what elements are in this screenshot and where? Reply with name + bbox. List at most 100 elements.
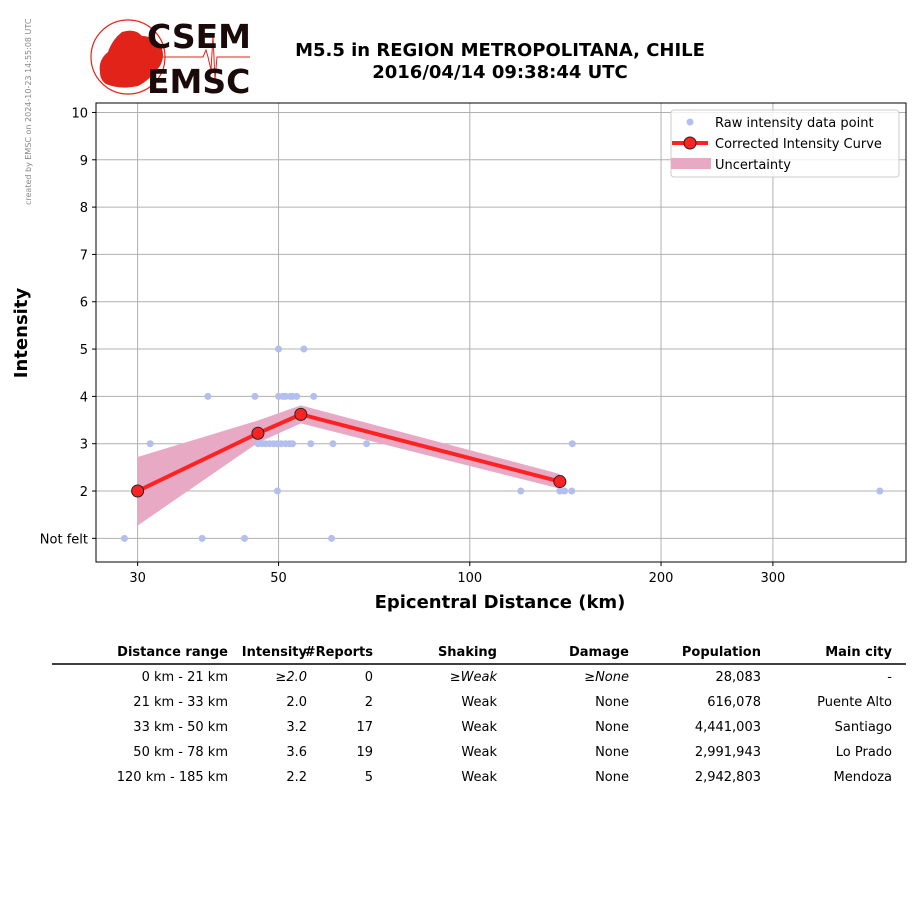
x-tick-label: 300 (760, 571, 785, 586)
table-header: Intensity (242, 645, 308, 660)
corrected-intensity-curve (136, 412, 561, 493)
raw-data-point (198, 534, 206, 542)
table-cell: 120 km - 185 km (117, 770, 228, 785)
raw-data-point (251, 392, 259, 400)
table-cell: 5 (365, 770, 373, 785)
table-row: 120 km - 185 km 2.2 5 Weak None 2,942,803 Mend… (117, 770, 892, 785)
table-cell: 4,441,003 (695, 720, 761, 735)
raw-data-point (517, 487, 525, 495)
table-cell: ≥2.0 (275, 670, 307, 685)
curve-point (251, 426, 265, 440)
raw-data-point (329, 440, 337, 448)
raw-data-point (561, 487, 569, 495)
raw-data-point (876, 487, 884, 495)
table-cell: 2,942,803 (695, 770, 761, 785)
table-cell: Lo Prado (836, 745, 892, 760)
raw-data-point (300, 345, 308, 353)
y-tick-label: 3 (80, 438, 88, 453)
table-cell: None (595, 720, 629, 735)
table-header: Population (682, 645, 761, 660)
logo-text-csem: CSEM (147, 17, 251, 56)
table-cell: Weak (461, 770, 497, 785)
legend-raw-label: Raw intensity data point (715, 116, 874, 131)
raw-data-point (328, 534, 336, 542)
logo-text-emsc: EMSC (147, 62, 250, 101)
table-row: 33 km - 50 km 3.2 17 Weak None 4,441,003 Santi… (133, 720, 892, 735)
table-cell: 2.2 (286, 770, 307, 785)
table-row: 0 km - 21 km ≥2.0 0 ≥Weak ≥None 28,083 - (142, 670, 893, 685)
table-cell: 21 km - 33 km (133, 695, 228, 710)
table-cell: ≥None (584, 670, 629, 685)
table-cell: 3.2 (286, 720, 307, 735)
raw-data-point (568, 440, 576, 448)
y-tick-label: 8 (80, 201, 88, 216)
plot-frame (95, 102, 907, 563)
raw-data-point (293, 392, 301, 400)
raw-data-point (275, 345, 283, 353)
raw-data-point (120, 534, 128, 542)
uncertainty-band (137, 405, 560, 526)
table-cell: 28,083 (716, 670, 762, 685)
raw-data-point (282, 392, 290, 400)
legend-raw-marker (686, 118, 694, 126)
x-tick-label: 100 (457, 571, 482, 586)
watermark: created by EMSC on 2024-10-23 14:55:08 U… (24, 18, 33, 205)
table-cell: - (887, 670, 892, 685)
raw-data-point (273, 487, 281, 495)
raw-data-point (146, 440, 154, 448)
table-cell: 3.6 (286, 745, 307, 760)
curve-point (294, 407, 308, 421)
table-cell: 2,991,943 (695, 745, 761, 760)
raw-data-point (204, 392, 212, 400)
table-cell: 19 (356, 745, 373, 760)
table-cell: Weak (461, 695, 497, 710)
raw-data-point (241, 534, 249, 542)
raw-data-point (568, 487, 576, 495)
curve-point (553, 475, 567, 489)
table-row: 21 km - 33 km 2.0 2 Weak None 616,078 Puente A… (133, 695, 892, 710)
table-cell: Puente Alto (817, 695, 892, 710)
y-tick-label: 4 (80, 390, 88, 405)
table-header: Damage (569, 645, 629, 660)
raw-data-point (363, 440, 371, 448)
table-cell: Weak (461, 745, 497, 760)
x-tick-label: 30 (129, 571, 146, 586)
legend-box (670, 109, 900, 178)
table-cell: None (595, 695, 629, 710)
y-tick-label: 9 (80, 154, 88, 169)
table-cell: Santiago (835, 720, 892, 735)
table-cell: Weak (461, 720, 497, 735)
table-row: 50 km - 78 km 3.6 19 Weak None 2,991,943 Lo Pr… (133, 745, 892, 760)
summary-table: Distance range Intensity#Reports Shaking Da… (52, 645, 906, 785)
logo-europe-map-icon (99, 30, 163, 88)
y-tick-label: 5 (80, 343, 88, 358)
table-cell: 50 km - 78 km (133, 745, 228, 760)
table-cell: ≥Weak (450, 670, 498, 685)
table-header: #Reports (305, 645, 374, 660)
raw-data-point (310, 392, 318, 400)
x-axis-label: Epicentral Distance (km) (375, 592, 626, 613)
y-tick-label: 2 (80, 485, 88, 500)
y-tick-label: 6 (80, 296, 88, 311)
logo-seismogram-icon (160, 35, 250, 81)
table-header: Distance range (117, 645, 228, 660)
table-header: Main city (825, 645, 892, 660)
emsc-logo: CSEM EMSC (90, 17, 251, 101)
table-cell: 17 (356, 720, 373, 735)
y-tick-label: 10 (71, 106, 88, 121)
legend-curve-marker (683, 136, 697, 150)
table-cell: 0 (365, 670, 373, 685)
table-cell: None (595, 745, 629, 760)
legend-curve-label: Corrected Intensity Curve (715, 137, 882, 152)
table-cell: 2.0 (286, 695, 307, 710)
table-cell: 33 km - 50 km (133, 720, 228, 735)
table-cell: 2 (365, 695, 373, 710)
legend: Raw intensity data point Corrected Inten… (670, 109, 900, 178)
chart-title: M5.5 in REGION METROPOLITANA, CHILE (295, 40, 705, 61)
table-cell: 616,078 (707, 695, 761, 710)
legend-band-label: Uncertainty (715, 158, 791, 173)
raw-data-point (289, 440, 297, 448)
table-cell: None (595, 770, 629, 785)
